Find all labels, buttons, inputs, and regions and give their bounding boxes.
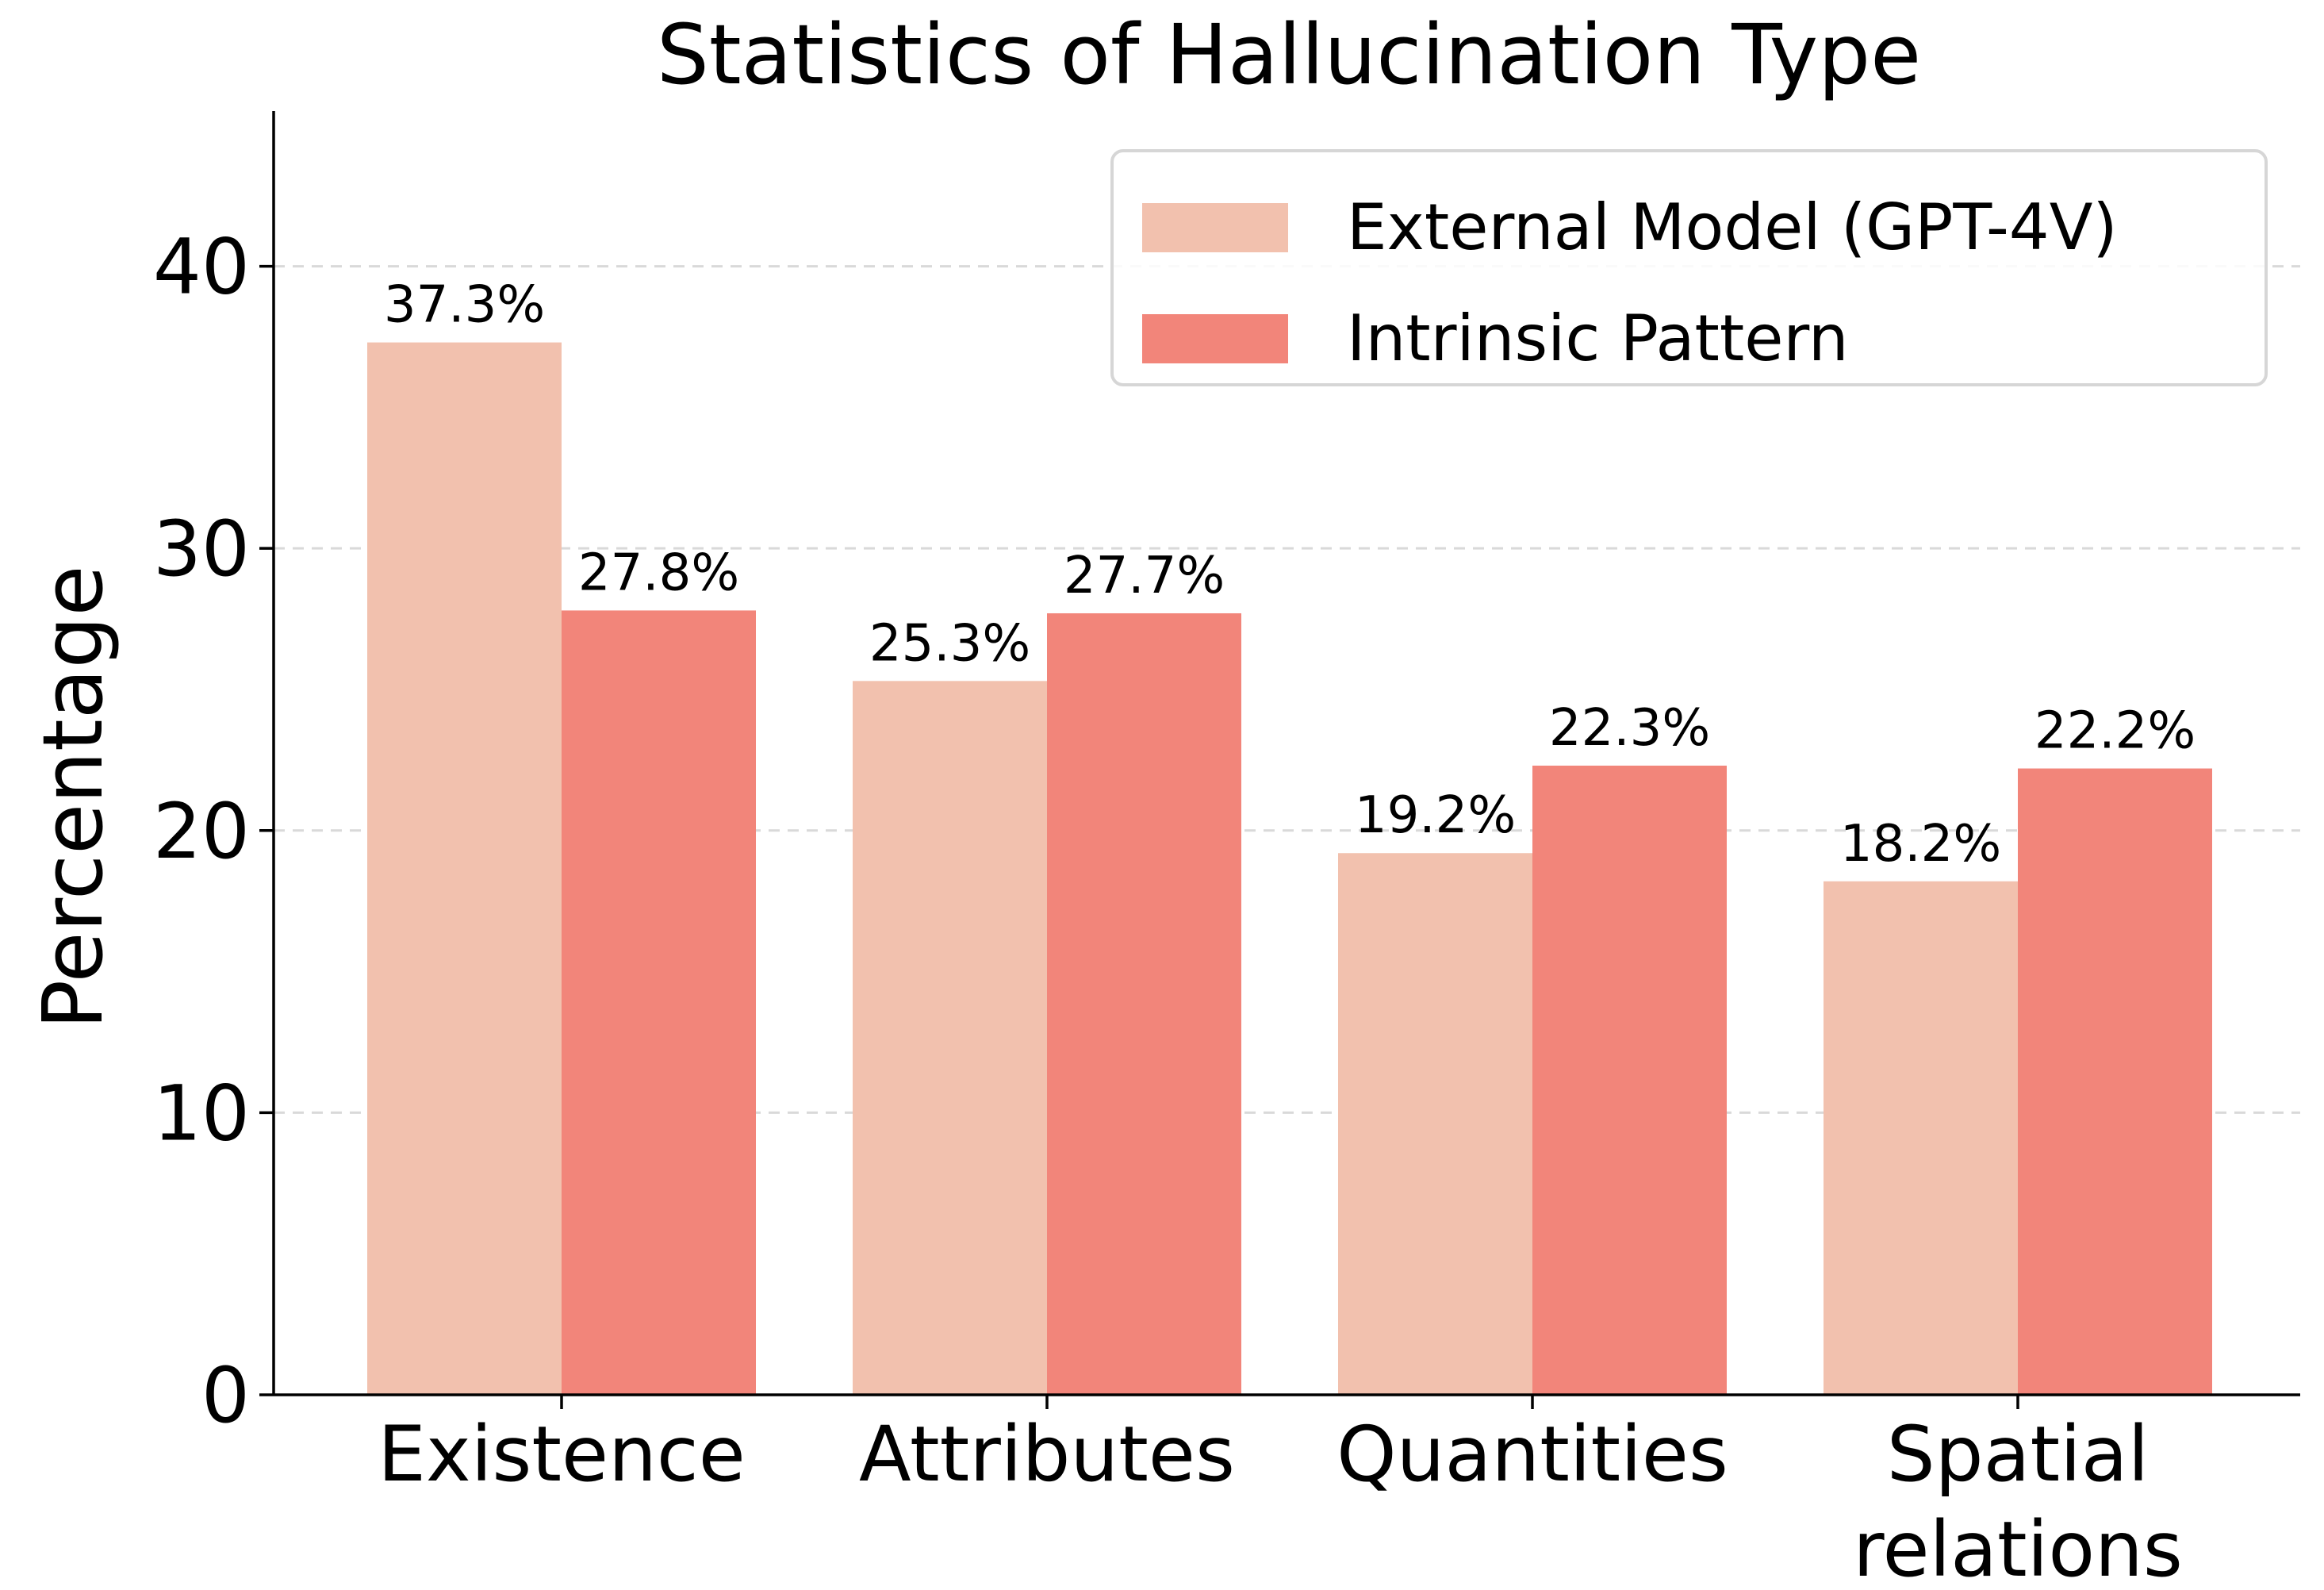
bar: [1532, 766, 1727, 1395]
data-label: 37.3%: [384, 276, 545, 335]
axes: [259, 111, 2300, 1409]
bar: [1824, 881, 2018, 1395]
bar: [853, 681, 1047, 1395]
bar: [1338, 853, 1532, 1395]
y-tick-label: 40: [153, 223, 250, 312]
x-tick-label: Quantities: [1336, 1410, 1728, 1499]
y-axis-label: Percentage: [25, 565, 121, 1029]
bars: [367, 342, 2212, 1396]
x-tick-label: relations: [1853, 1505, 2183, 1590]
data-labels: 37.3% 27.8% 25.3% 27.7% 19.2% 22.3% 18.2% 22.2%: [384, 276, 2196, 874]
y-tick-label: 0: [201, 1351, 250, 1440]
data-label: 19.2%: [1355, 786, 1516, 845]
bar: [562, 610, 756, 1395]
data-label: 25.3%: [869, 614, 1030, 673]
data-label: 22.2%: [2034, 702, 2196, 761]
data-label: 27.8%: [578, 543, 739, 602]
bar: [367, 342, 562, 1396]
legend-entry: External Model (GPT-4V): [1347, 190, 2118, 264]
data-label: 27.7%: [1064, 547, 1225, 605]
x-tick-label: Existence: [378, 1410, 746, 1499]
y-tick-label: 30: [153, 505, 250, 593]
y-tick-label: 20: [153, 787, 250, 876]
x-tick-label: Attributes: [859, 1410, 1235, 1499]
legend-entry: Intrinsic Pattern: [1347, 301, 1849, 375]
data-label: 18.2%: [1840, 815, 2001, 874]
x-tick-label: Spatial: [1887, 1410, 2150, 1499]
y-tick-label: 10: [153, 1069, 250, 1158]
bar: [2018, 768, 2212, 1395]
data-label: 22.3%: [1549, 699, 1710, 758]
bar: [1047, 613, 1241, 1395]
legend: External Model (GPT-4V) Intrinsic Pattern: [1110, 149, 2268, 386]
legend-swatch: [1142, 203, 1288, 252]
chart-title: Statistics of Hallucination Type: [657, 6, 1921, 103]
legend-frame: [1110, 149, 2268, 386]
legend-swatch: [1142, 314, 1288, 363]
tick-labels: 0 10 20 30 40 Existence Attributes Quantities Sp…: [153, 223, 2183, 1590]
